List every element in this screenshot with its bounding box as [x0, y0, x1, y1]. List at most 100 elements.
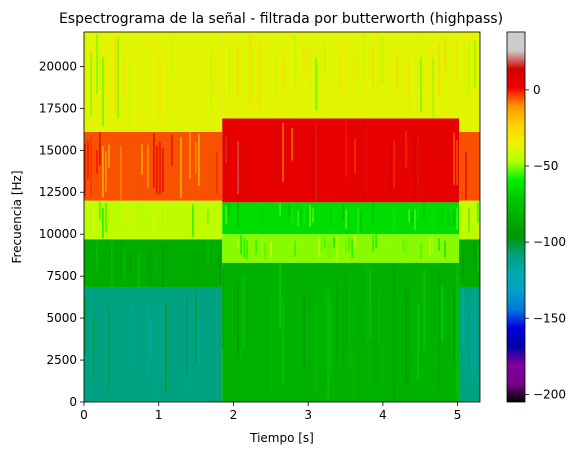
heatmap-cell [405, 288, 408, 385]
plot-frame [83, 31, 481, 403]
heatmap-cell [120, 242, 122, 276]
heatmap-cell [156, 145, 158, 195]
heatmap-cell [231, 127, 234, 190]
heatmap-cell [129, 58, 131, 127]
y-axis-label: Frecuencia [Hz] [10, 170, 24, 263]
heatmap-cell [369, 131, 372, 180]
heatmap-cell [105, 202, 107, 233]
heatmap-cell [180, 137, 182, 199]
heatmap-cell [102, 207, 104, 239]
heatmap-cell [396, 52, 399, 90]
heatmap-cell [189, 301, 191, 390]
heatmap-cell [138, 204, 140, 219]
heatmap-cell [204, 39, 206, 116]
heatmap-cell [345, 265, 348, 351]
heatmap-cell [312, 208, 315, 223]
heatmap-cell [324, 41, 327, 75]
heatmap-cell [393, 209, 396, 231]
heatmap-cell [330, 301, 333, 377]
heatmap-cell [216, 151, 218, 194]
heatmap-cell [420, 138, 423, 202]
heatmap-cell [447, 49, 450, 91]
y-tick-label: 7500 [46, 269, 77, 283]
heatmap-cell [153, 211, 155, 236]
heatmap-cell [84, 297, 86, 353]
heatmap-cell [171, 135, 173, 167]
heatmap-cell [318, 119, 321, 165]
heatmap-cell [282, 300, 285, 386]
heatmap-cell [465, 151, 467, 200]
heatmap-cell [468, 40, 470, 97]
heatmap-cell [408, 279, 411, 386]
heatmap-cell [159, 142, 161, 195]
x-tick-label: 2 [230, 408, 238, 422]
heatmap-cell [114, 38, 116, 112]
heatmap-cell [138, 251, 140, 288]
heatmap-cell [195, 141, 197, 174]
heatmap-cell [354, 234, 357, 248]
heatmap-cell [345, 240, 348, 254]
heatmap-cell [351, 210, 354, 222]
heatmap-cell [336, 281, 339, 361]
heatmap-cell [360, 210, 363, 232]
heatmap-cell [117, 201, 119, 222]
colorbar-tick-label: −200 [533, 387, 566, 401]
heatmap-cell [90, 136, 92, 197]
heatmap-cell [102, 57, 104, 126]
heatmap-cell [405, 130, 408, 169]
heatmap-cell [162, 148, 164, 193]
heatmap-cell [345, 119, 348, 178]
heatmap-cell [153, 310, 155, 398]
heatmap-cell [270, 242, 273, 260]
heatmap-cell [432, 57, 435, 118]
heatmap-cell [474, 40, 476, 88]
heatmap-cell [246, 281, 249, 344]
heatmap-cell [273, 54, 276, 108]
heatmap-cell [186, 296, 188, 376]
heatmap-cell [237, 202, 240, 229]
heatmap-cell [99, 51, 101, 90]
heatmap-cell [333, 204, 336, 224]
heatmap-cell [369, 267, 372, 341]
heatmap-cell [246, 240, 249, 260]
heatmap-cell [303, 293, 306, 371]
heatmap-cell [162, 243, 164, 288]
heatmap-cell [222, 267, 225, 349]
heatmap-cell [312, 131, 315, 202]
heatmap-cell [450, 296, 453, 367]
heatmap-cell [375, 141, 378, 183]
heatmap-cell [462, 288, 464, 350]
heatmap-cell [390, 46, 393, 103]
heatmap-cell [279, 264, 282, 328]
heatmap-cell [438, 238, 441, 251]
heatmap-cell [108, 144, 110, 168]
colorbar-ticks: 0 −50 −100 −150 −200 [525, 83, 566, 401]
heatmap-cell [126, 206, 128, 223]
heatmap-cell [189, 132, 191, 179]
heatmap-cell [465, 204, 467, 224]
heatmap-cell [309, 39, 312, 93]
heatmap-cell [261, 206, 264, 227]
heatmap-cell [381, 37, 384, 84]
heatmap-cell [414, 209, 417, 231]
heatmap-cell [192, 241, 194, 279]
heatmap-cell [207, 239, 209, 268]
heatmap-cell [282, 56, 285, 90]
heatmap-cell [192, 204, 194, 237]
heatmap-cell [300, 208, 303, 221]
heatmap-cell [222, 48, 225, 78]
heatmap-cell [165, 303, 167, 394]
heatmap-cell [198, 321, 200, 365]
heatmap-cell [324, 237, 327, 248]
heatmap-cell [93, 43, 95, 106]
heatmap-cell [243, 237, 246, 258]
heatmap-cell [93, 313, 95, 378]
heatmap-cell [192, 45, 194, 101]
colorbar [506, 31, 526, 403]
heatmap-cell [447, 210, 450, 226]
heatmap-cell [303, 203, 306, 227]
heatmap-cell [444, 37, 447, 71]
heatmap-cell [108, 212, 110, 230]
heatmap-cell [228, 203, 231, 217]
x-tick-label: 0 [80, 408, 88, 422]
